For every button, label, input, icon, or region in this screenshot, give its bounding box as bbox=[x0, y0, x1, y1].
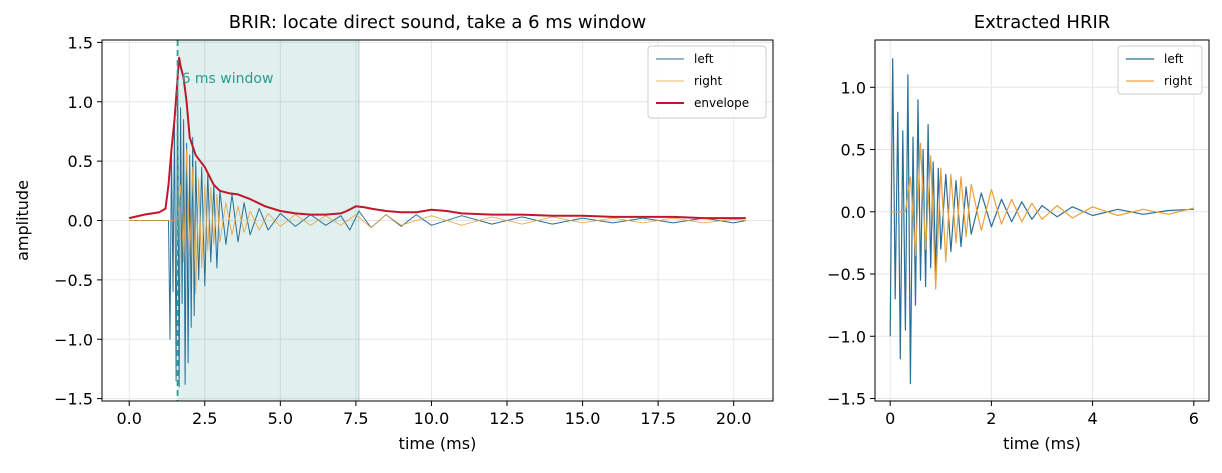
x-tick-label: 6 bbox=[1189, 409, 1199, 428]
legend-label-left: left bbox=[694, 52, 714, 66]
x-tick-label: 17.5 bbox=[640, 409, 676, 428]
legend-label-right: right bbox=[694, 74, 722, 88]
y-tick-label: 1.5 bbox=[68, 33, 93, 52]
series-group bbox=[128, 56, 746, 388]
brir-chart: 6 ms window 0.0 2.5 5.0 7.5 10.0 12.5 15.0 17.5 2… bbox=[13, 12, 774, 453]
legend: left right envelope bbox=[647, 45, 767, 119]
y-tick-label: −1.5 bbox=[827, 390, 866, 409]
y-tick-label: 0.5 bbox=[68, 152, 93, 171]
x-tick-label: 2.5 bbox=[192, 409, 217, 428]
y-tick-label: −0.5 bbox=[54, 271, 93, 290]
chart-title: BRIR: locate direct sound, take a 6 ms w… bbox=[229, 12, 646, 33]
legend: left right bbox=[1117, 45, 1203, 95]
y-tick-label: 1.0 bbox=[841, 78, 866, 97]
series-line-envelope bbox=[128, 56, 746, 220]
y-tick-label: 1.0 bbox=[68, 93, 93, 112]
x-axis-label: time (ms) bbox=[399, 434, 477, 453]
x-tick-label: 0 bbox=[885, 409, 895, 428]
x-tick-label: 7.5 bbox=[343, 409, 368, 428]
chart-title: Extracted HRIR bbox=[974, 12, 1111, 33]
x-axis-label: time (ms) bbox=[1003, 434, 1081, 453]
x-tick-label: 0.0 bbox=[116, 409, 141, 428]
hrir-chart: 0 2 4 6 −1.5 −1.0 −0.5 0.0 0.5 1.0 Extracted HRIR t… bbox=[827, 12, 1210, 453]
window-label: 6 ms window bbox=[182, 71, 274, 87]
y-axis-label: amplitude bbox=[13, 180, 32, 261]
x-tick-label: 20.0 bbox=[716, 409, 752, 428]
y-tick-label: −1.5 bbox=[54, 390, 93, 409]
x-tick-label: 10.0 bbox=[414, 409, 450, 428]
x-tick-label: 4 bbox=[1088, 409, 1098, 428]
y-tick-label: −1.0 bbox=[827, 327, 866, 346]
plot-frame bbox=[874, 39, 1210, 402]
series-line-right bbox=[129, 148, 746, 295]
y-tick-label: 0.0 bbox=[68, 212, 93, 231]
x-tick-label: 5.0 bbox=[268, 409, 293, 428]
legend-label-right: right bbox=[1164, 74, 1192, 88]
y-tick-label: −1.0 bbox=[54, 330, 93, 349]
legend-box bbox=[647, 45, 767, 119]
y-tick-label: −0.5 bbox=[827, 265, 866, 284]
legend-label-left: left bbox=[1164, 52, 1184, 66]
x-tick-label: 15.0 bbox=[565, 409, 601, 428]
legend-box bbox=[1117, 45, 1203, 95]
series-group bbox=[889, 58, 1194, 385]
legend-label-envelope: envelope bbox=[694, 96, 749, 110]
x-tick-label: 2 bbox=[986, 409, 996, 428]
y-tick-label: 0.0 bbox=[841, 203, 866, 222]
x-tick-label: 12.5 bbox=[489, 409, 525, 428]
window-span bbox=[177, 40, 359, 401]
series-line-right bbox=[890, 142, 1194, 290]
series-line-left bbox=[889, 58, 1194, 385]
y-tick-label: 0.5 bbox=[841, 141, 866, 160]
